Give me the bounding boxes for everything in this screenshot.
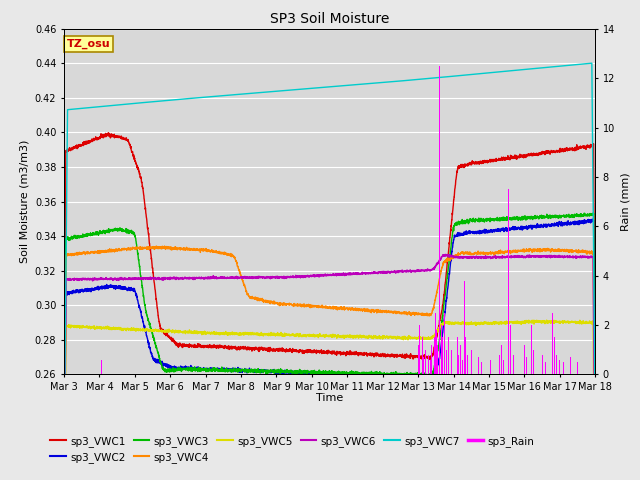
Bar (425, 350, 426, 374)
Bar (439, 66, 440, 374)
Bar (434, 337, 435, 374)
Bar (426, 362, 428, 374)
Title: SP3 Soil Moisture: SP3 Soil Moisture (270, 12, 389, 26)
Bar (420, 355, 421, 374)
Bar (428, 355, 429, 374)
Bar (467, 355, 468, 374)
Bar (464, 281, 465, 374)
Bar (534, 360, 536, 374)
Bar (442, 337, 444, 374)
Bar (541, 355, 543, 374)
Bar (532, 350, 534, 374)
Bar (499, 355, 500, 374)
X-axis label: Time: Time (316, 394, 343, 403)
Bar (570, 357, 571, 374)
Bar (465, 337, 467, 374)
Bar (451, 350, 452, 374)
Bar (472, 362, 474, 374)
Bar (559, 360, 560, 374)
Bar (556, 355, 557, 374)
Bar (501, 345, 502, 374)
Bar (481, 362, 483, 374)
Bar (577, 362, 578, 374)
Bar (490, 360, 491, 374)
Bar (423, 357, 424, 374)
Y-axis label: Rain (mm): Rain (mm) (621, 172, 631, 231)
Bar (552, 312, 553, 374)
Text: TZ_osu: TZ_osu (67, 39, 110, 49)
Bar (419, 325, 420, 374)
Bar (435, 312, 436, 374)
Bar (431, 345, 432, 374)
Bar (437, 345, 438, 374)
Bar (436, 330, 437, 374)
Bar (100, 360, 102, 374)
Bar (444, 312, 445, 374)
Bar (554, 337, 555, 374)
Bar (513, 355, 514, 374)
Bar (563, 362, 564, 374)
Legend: sp3_VWC1, sp3_VWC2, sp3_VWC3, sp3_VWC4, sp3_VWC5, sp3_VWC6, sp3_VWC7, sp3_Rain: sp3_VWC1, sp3_VWC2, sp3_VWC3, sp3_VWC4, … (46, 432, 539, 467)
Bar (441, 325, 442, 374)
Bar (524, 345, 525, 374)
Bar (531, 325, 532, 374)
Bar (458, 355, 460, 374)
Bar (511, 337, 513, 374)
Bar (525, 357, 527, 374)
Bar (488, 350, 490, 374)
Bar (446, 350, 447, 374)
Bar (471, 350, 472, 374)
Bar (502, 360, 504, 374)
Bar (457, 337, 458, 374)
Y-axis label: Soil Moisture (m3/m3): Soil Moisture (m3/m3) (19, 140, 29, 264)
Bar (478, 357, 479, 374)
Bar (462, 360, 463, 374)
Bar (508, 189, 509, 374)
Bar (460, 345, 461, 374)
Bar (448, 337, 449, 374)
Bar (430, 360, 431, 374)
Bar (422, 337, 423, 374)
Bar (449, 325, 451, 374)
Bar (418, 345, 419, 374)
Bar (545, 362, 546, 374)
Bar (510, 325, 511, 374)
